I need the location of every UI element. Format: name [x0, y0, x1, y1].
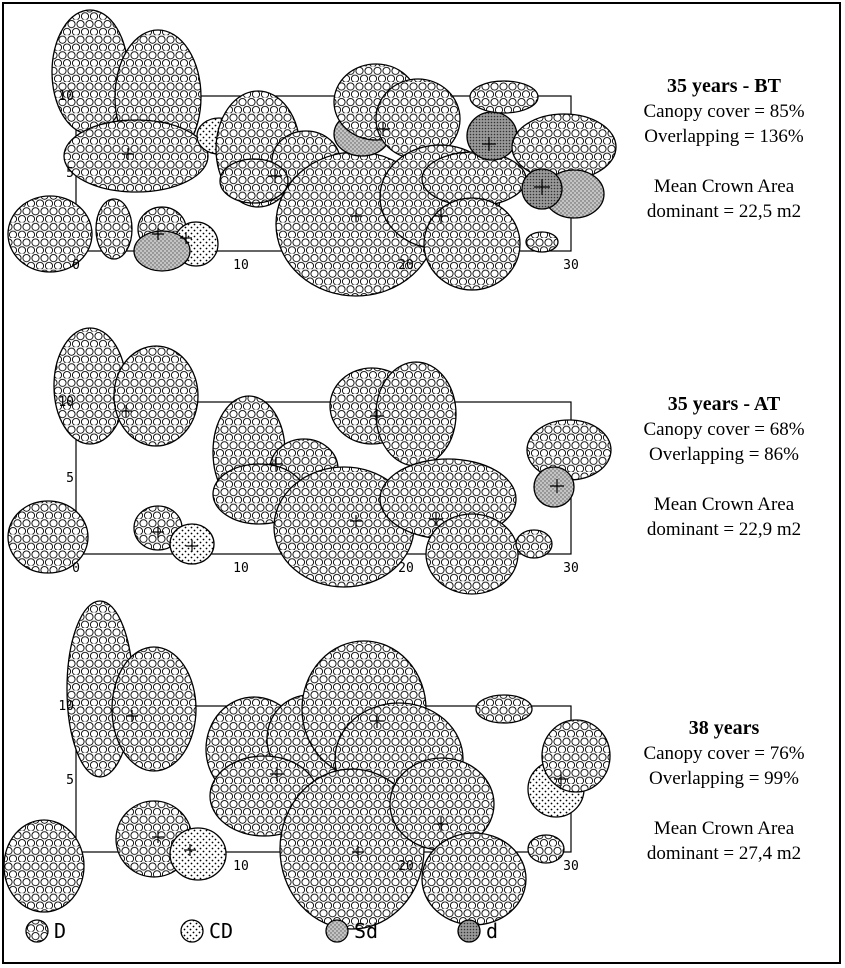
tree-markers [120, 405, 564, 552]
y-tick-label: 5 [66, 166, 74, 181]
y-tick-label: 10 [58, 395, 74, 410]
legend: D CD Sd d [22, 916, 542, 952]
panel-title: 35 years - BT [667, 75, 781, 97]
mean-crown-area-value: dominant = 27,4 m2 [646, 843, 802, 864]
x-tick-label: 20 [398, 258, 414, 273]
dominant-swatch-icon [25, 919, 49, 943]
legend-label: Sd [354, 919, 379, 943]
dominated-swatch-icon [457, 919, 481, 943]
legend-label: CD [209, 919, 234, 943]
x-tick-label: 30 [563, 859, 579, 874]
legend-item-d-dominant: D [22, 916, 66, 946]
panel-1-stats: 35 years - BT Canopy cover = 85% Overlap… [614, 74, 834, 224]
legend-item-cd: CD [177, 916, 233, 946]
y-tick-label: 5 [66, 471, 74, 486]
legend-item-d-small: d [454, 916, 498, 946]
panel-3-map [4, 600, 611, 930]
overlapping: Overlapping = 86% [648, 444, 799, 465]
codominant-swatch-icon [180, 919, 204, 943]
x-tick-label: 20 [398, 859, 414, 874]
panel-3-stats: 38 years Canopy cover = 76% Overlapping … [614, 716, 834, 866]
x-tick-label: 0 [72, 561, 80, 576]
panel-1-map [7, 9, 617, 297]
mean-crown-area-label: Mean Crown Area [653, 494, 795, 515]
mean-crown-area-value: dominant = 22,5 m2 [646, 201, 802, 222]
overlapping: Overlapping = 136% [644, 126, 804, 147]
canopy-cover: Canopy cover = 76% [643, 743, 805, 764]
panel-2-map [7, 327, 612, 595]
y-tick-label: 10 [58, 89, 74, 104]
panel-2-stats: 35 years - AT Canopy cover = 68% Overlap… [614, 392, 834, 542]
x-tick-label: 10 [233, 859, 249, 874]
mean-crown-area-value: dominant = 22,9 m2 [646, 519, 802, 540]
panel-title: 35 years - AT [667, 393, 781, 415]
legend-item-sd: Sd [322, 916, 378, 946]
x-tick-label: 30 [563, 258, 579, 273]
canopy-cover: Canopy cover = 68% [643, 419, 805, 440]
crowns [4, 600, 611, 930]
x-tick-label: 10 [233, 561, 249, 576]
x-tick-label: 0 [72, 258, 80, 273]
canopy-cover: Canopy cover = 85% [643, 101, 805, 122]
legend-label: d [486, 919, 499, 943]
mean-crown-area-label: Mean Crown Area [653, 818, 795, 839]
legend-label: D [54, 919, 67, 943]
axis-labels: 10 5 0 10 20 30 10 5 0 10 20 30 10 5 10 … [58, 89, 578, 874]
tree-markers [126, 710, 568, 858]
panel-title: 38 years [688, 717, 760, 739]
subdominant-swatch-icon [325, 919, 349, 943]
overlapping: Overlapping = 99% [648, 768, 799, 789]
x-tick-label: 30 [563, 561, 579, 576]
y-tick-label: 10 [58, 699, 74, 714]
tree-markers [122, 122, 550, 244]
crown-maps: 10 5 0 10 20 30 10 5 0 10 20 30 10 5 10 … [4, 9, 617, 930]
x-tick-label: 10 [233, 258, 249, 273]
x-tick-label: 20 [398, 561, 414, 576]
mean-crown-area-label: Mean Crown Area [653, 176, 795, 197]
crowns [7, 9, 617, 297]
y-tick-label: 5 [66, 773, 74, 788]
